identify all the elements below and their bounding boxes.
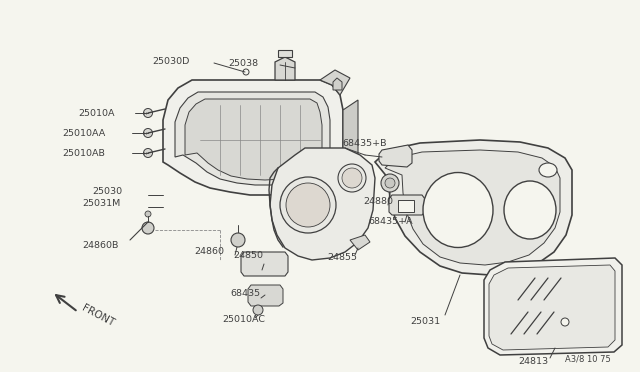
- Circle shape: [342, 168, 362, 188]
- Polygon shape: [333, 162, 342, 176]
- Polygon shape: [333, 78, 342, 90]
- Bar: [205, 115, 212, 125]
- Text: 25030: 25030: [92, 187, 122, 196]
- Circle shape: [338, 164, 366, 192]
- Polygon shape: [385, 150, 560, 265]
- Bar: [285, 108, 294, 120]
- Circle shape: [243, 69, 249, 75]
- Text: 25038: 25038: [228, 58, 258, 67]
- Circle shape: [286, 183, 330, 227]
- Polygon shape: [163, 80, 343, 195]
- Circle shape: [143, 128, 152, 138]
- Circle shape: [231, 233, 245, 247]
- Text: 24860: 24860: [194, 247, 224, 257]
- Polygon shape: [350, 235, 370, 250]
- Text: 25010AA: 25010AA: [62, 128, 105, 138]
- Polygon shape: [185, 99, 322, 180]
- Polygon shape: [375, 140, 572, 275]
- Text: 24850: 24850: [233, 250, 263, 260]
- Text: 24855: 24855: [327, 253, 357, 262]
- Bar: [298, 108, 307, 120]
- Text: 68435: 68435: [230, 289, 260, 298]
- Circle shape: [142, 222, 154, 234]
- Text: 68435+B: 68435+B: [342, 138, 387, 148]
- Polygon shape: [489, 265, 615, 350]
- Circle shape: [381, 174, 399, 192]
- Text: 24880: 24880: [363, 198, 393, 206]
- Text: 68435+A: 68435+A: [368, 218, 413, 227]
- Circle shape: [280, 177, 336, 233]
- Circle shape: [145, 211, 151, 217]
- Polygon shape: [379, 145, 412, 167]
- Circle shape: [385, 178, 395, 188]
- Text: 24813: 24813: [518, 356, 548, 366]
- Text: 25010AB: 25010AB: [62, 148, 105, 157]
- Polygon shape: [484, 258, 622, 355]
- Bar: [398, 200, 414, 212]
- Ellipse shape: [423, 173, 493, 247]
- Polygon shape: [248, 285, 283, 306]
- Text: 25010AC: 25010AC: [222, 315, 265, 324]
- Text: 24860B: 24860B: [82, 241, 118, 250]
- Text: 25030D: 25030D: [152, 57, 189, 65]
- Text: 25031: 25031: [410, 317, 440, 327]
- Text: 25010A: 25010A: [78, 109, 115, 118]
- Circle shape: [253, 305, 263, 315]
- Text: A3/8 10 75: A3/8 10 75: [565, 354, 611, 363]
- Polygon shape: [343, 100, 358, 165]
- Text: 25031M: 25031M: [82, 199, 120, 208]
- Bar: [215, 115, 222, 125]
- Ellipse shape: [504, 181, 556, 239]
- Polygon shape: [270, 148, 375, 260]
- Polygon shape: [278, 50, 292, 57]
- Circle shape: [143, 148, 152, 157]
- Circle shape: [143, 109, 152, 118]
- Polygon shape: [275, 57, 295, 80]
- Polygon shape: [320, 70, 350, 95]
- Polygon shape: [343, 155, 358, 180]
- Text: FRONT: FRONT: [80, 303, 116, 329]
- Polygon shape: [175, 92, 330, 185]
- Ellipse shape: [539, 163, 557, 177]
- Circle shape: [561, 318, 569, 326]
- Polygon shape: [389, 195, 425, 215]
- Polygon shape: [241, 252, 288, 276]
